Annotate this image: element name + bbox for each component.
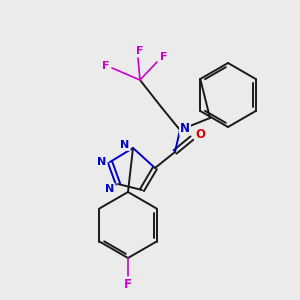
Text: N: N <box>180 122 190 134</box>
Text: N: N <box>120 140 130 150</box>
Text: F: F <box>102 61 110 71</box>
Text: F: F <box>160 52 168 62</box>
Text: F: F <box>136 46 144 56</box>
Text: F: F <box>124 278 132 290</box>
Text: N: N <box>98 157 106 167</box>
Text: O: O <box>195 128 205 142</box>
Text: N: N <box>105 184 115 194</box>
